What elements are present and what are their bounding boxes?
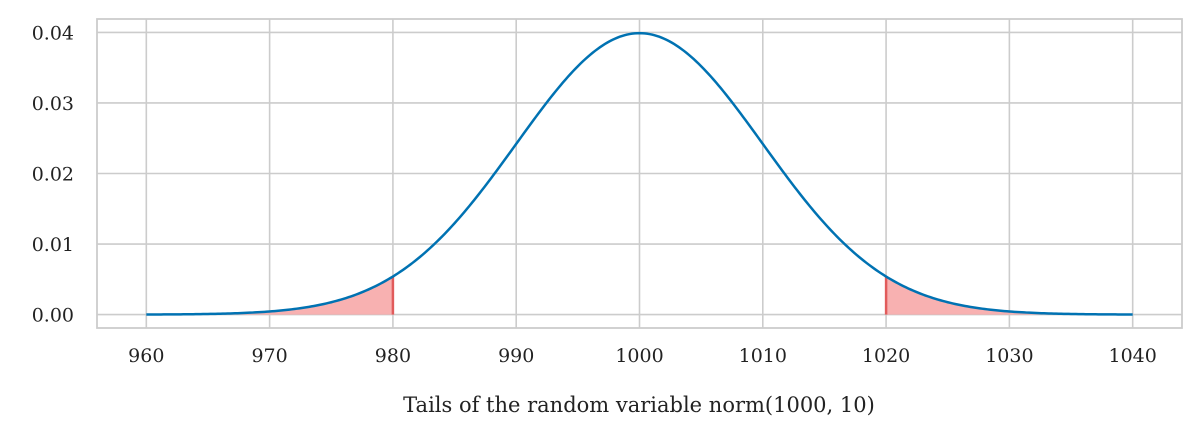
x-tick-label: 960 bbox=[128, 345, 164, 367]
plot-border bbox=[96, 18, 1183, 329]
x-tick-label: 1000 bbox=[615, 345, 663, 367]
tail-fills bbox=[146, 276, 1133, 315]
y-tick-label: 0.00 bbox=[32, 305, 74, 327]
grid bbox=[97, 19, 1182, 328]
x-tick-label: 1020 bbox=[862, 345, 910, 367]
x-tick-label: 990 bbox=[498, 345, 534, 367]
y-tick-label: 0.03 bbox=[32, 93, 74, 115]
plot-frame bbox=[96, 18, 1183, 329]
x-tick-label: 1010 bbox=[739, 345, 787, 367]
series-lines bbox=[146, 31, 1133, 316]
tick-labels: 960 970 980 990 1000 1010 1020 1030 1040 0.00 0.01… bbox=[32, 22, 1157, 367]
x-axis-label: Tails of the random variable norm(1000, … bbox=[403, 393, 875, 417]
left-tail-fill bbox=[146, 276, 393, 315]
x-tick-label: 980 bbox=[375, 345, 411, 367]
y-tick-label: 0.04 bbox=[32, 22, 74, 44]
right-tail-fill bbox=[886, 276, 1133, 315]
x-tick-label: 970 bbox=[251, 345, 287, 367]
x-tick-label: 1040 bbox=[1109, 345, 1157, 367]
density-curve bbox=[146, 31, 1133, 316]
y-tick-label: 0.02 bbox=[32, 164, 74, 186]
y-tick-label: 0.01 bbox=[32, 234, 74, 256]
x-tick-label: 1030 bbox=[985, 345, 1033, 367]
